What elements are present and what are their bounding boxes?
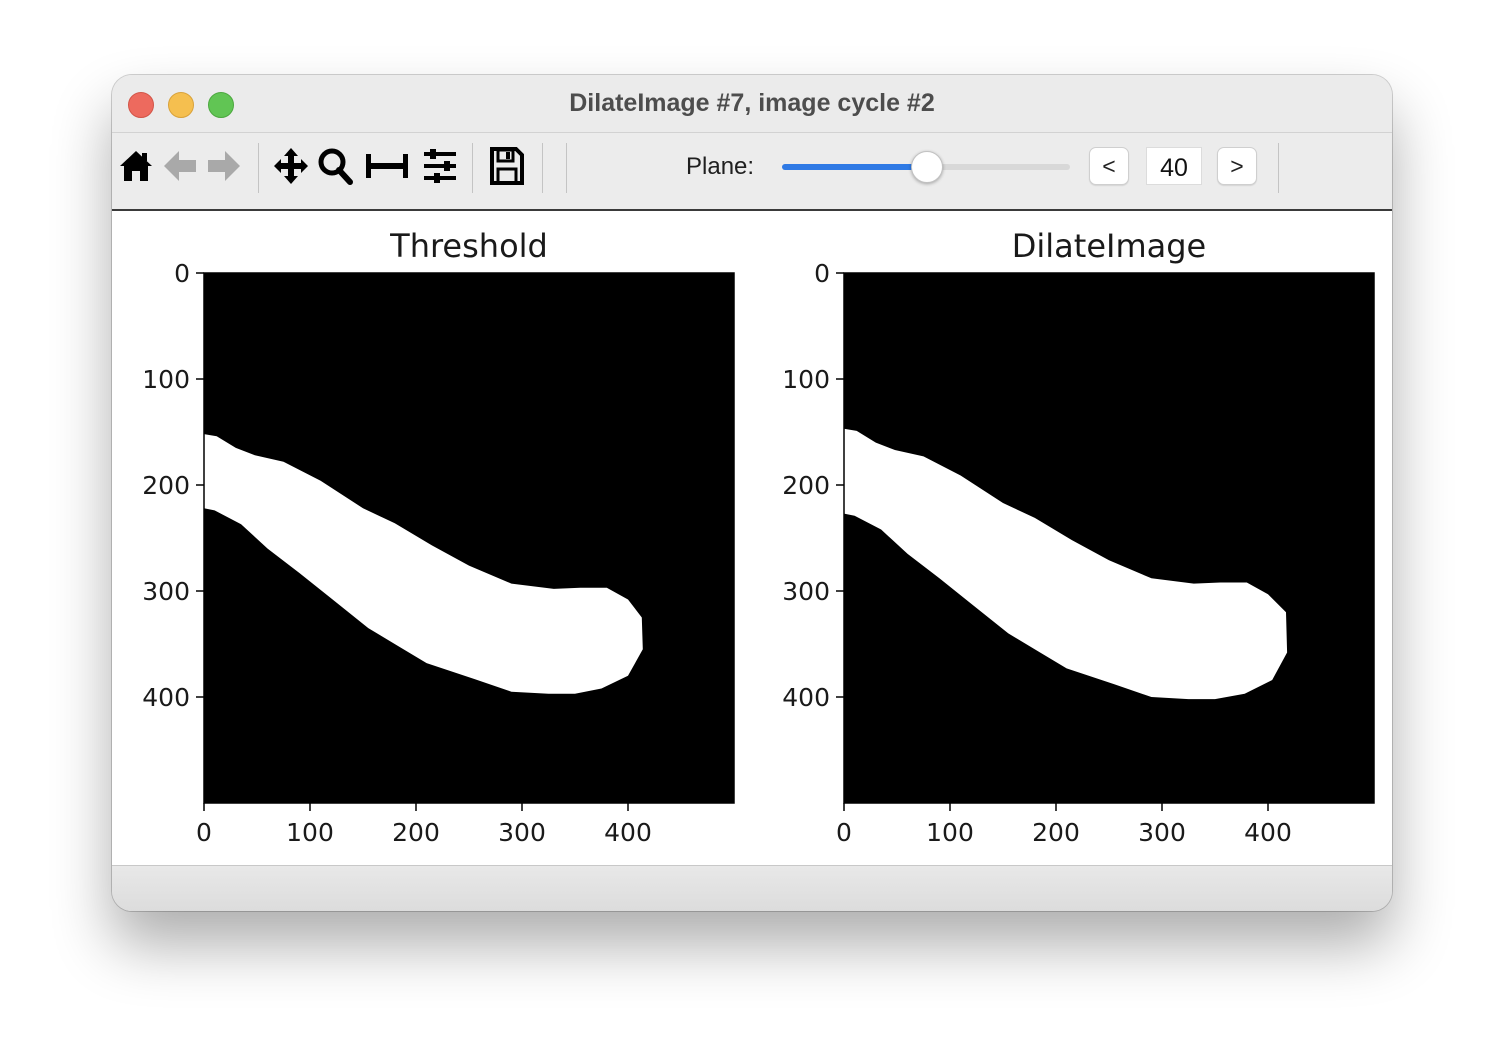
maximize-window-button[interactable] [208,92,234,118]
status-bar [112,865,1392,911]
toolbar-separator [542,143,543,193]
panel-title: Threshold [389,227,548,265]
forward-arrow-icon[interactable] [206,148,242,184]
home-icon[interactable] [118,148,154,184]
y-tick-label: 400 [782,683,830,712]
x-tick-label: 100 [926,818,974,847]
x-tick-label: 400 [1244,818,1292,847]
mask-region [204,434,643,694]
toolbar-separator [258,143,259,193]
axes-frame [843,272,1375,804]
x-tick-label: 400 [604,818,652,847]
x-tick-label: 200 [392,818,440,847]
y-tick-label: 400 [142,683,190,712]
configure-icon[interactable] [422,148,458,184]
x-tick-label: 300 [1138,818,1186,847]
plane-slider-thumb[interactable] [911,151,943,183]
plane-number-field[interactable]: 40 [1146,147,1202,185]
save-icon[interactable] [489,147,525,185]
y-tick-label: 100 [142,365,190,394]
figure-svg: Threshold 0 100 200 300 400 0 100 200 300 400 Dilat… [142,227,1375,847]
app-window: DilateImage #7, image cycle #2 [112,75,1392,911]
window-title: DilateImage #7, image cycle #2 [569,89,935,117]
mask-region [844,428,1288,700]
y-tick-label: 300 [142,577,190,606]
title-bar: DilateImage #7, image cycle #2 [112,75,1392,133]
y-tick-label: 0 [174,259,190,288]
axes-frame [203,272,735,804]
figure-canvas[interactable]: Threshold 0 100 200 300 400 0 100 200 300 400 Dilat… [112,211,1392,865]
panel-title: DilateImage [1012,227,1206,265]
toolbar-separator [1278,143,1279,193]
plane-slider-fill [782,164,926,170]
back-arrow-icon[interactable] [162,148,198,184]
next-plane-button[interactable]: > [1217,147,1257,185]
x-tick-label: 100 [286,818,334,847]
y-tick-label: 200 [782,471,830,500]
x-tick-label: 0 [196,818,212,847]
x-tick-label: 0 [836,818,852,847]
y-tick-label: 100 [782,365,830,394]
plot-toolbar: Plane: < 40 > [112,133,1392,211]
x-tick-label: 300 [498,818,546,847]
y-tick-label: 200 [142,471,190,500]
subplots-icon[interactable] [364,149,410,183]
x-tick-label: 200 [1032,818,1080,847]
previous-plane-button[interactable]: < [1089,147,1129,185]
pan-icon[interactable] [273,147,309,185]
toolbar-separator [472,143,473,193]
close-window-button[interactable] [128,92,154,118]
toolbar-separator [566,143,567,193]
plane-label: Plane: [686,153,755,180]
zoom-icon[interactable] [317,147,353,185]
minimize-window-button[interactable] [168,92,194,118]
y-tick-label: 0 [814,259,830,288]
y-tick-label: 300 [782,577,830,606]
